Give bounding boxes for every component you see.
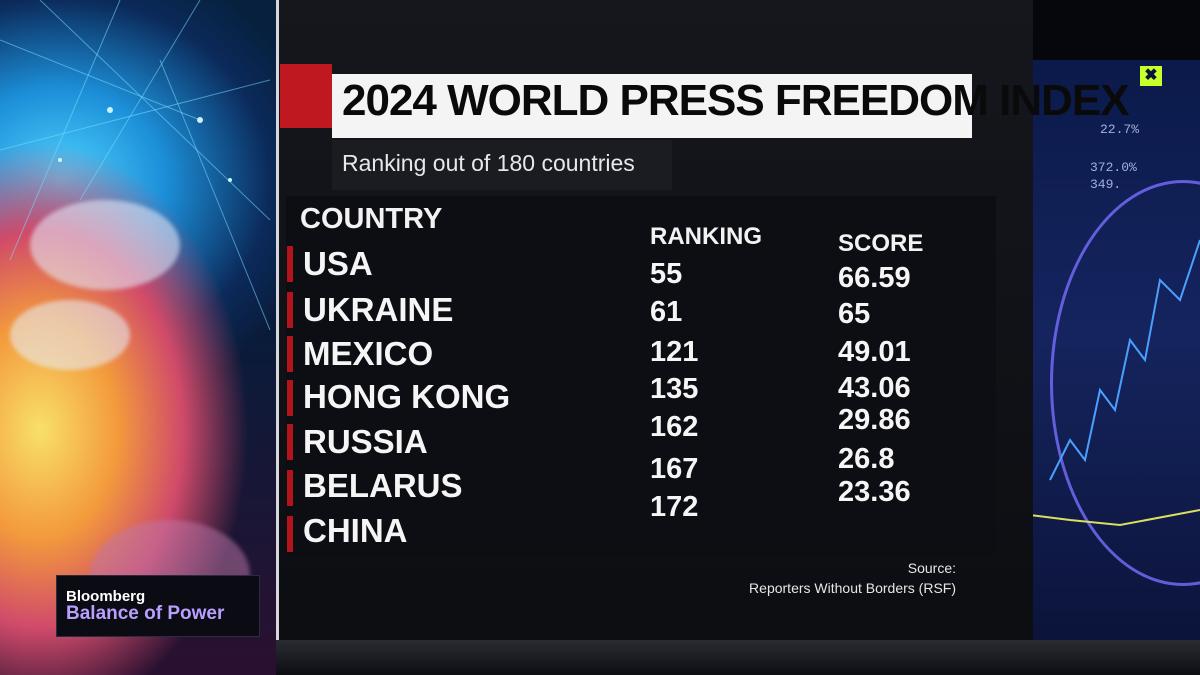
country-cell: USA (303, 245, 373, 282)
country-cell: MEXICO (303, 335, 434, 372)
ranking-cell: 55 (650, 258, 683, 290)
ranking-cell: 167 (650, 453, 699, 485)
score-cell: 65 (838, 298, 871, 330)
row-marker (287, 336, 293, 372)
score-cell: 26.8 (838, 443, 895, 475)
globe-backdrop (0, 0, 280, 675)
score-cell: 43.06 (838, 372, 911, 404)
row-marker (287, 246, 293, 282)
row-marker (287, 516, 293, 552)
ranking-table (286, 196, 996, 556)
subtitle-background (332, 140, 672, 190)
subtitle: Ranking out of 180 countries (342, 150, 635, 176)
data-viz-backdrop: 22.7% 372.0% 349. (1030, 60, 1200, 675)
title-background (332, 74, 972, 138)
score-cell: 29.86 (838, 404, 911, 436)
ranking-cell: 121 (650, 336, 699, 368)
country-cell: HONG KONG (303, 378, 511, 415)
score-cell: 66.59 (838, 262, 911, 294)
network-lines (0, 0, 271, 331)
page-title: 2024 WORLD PRESS FREEDOM INDEX (342, 76, 1130, 125)
title-accent (280, 64, 332, 128)
score-cell: 49.01 (838, 336, 911, 368)
ranking-cell: 135 (650, 373, 699, 405)
column-header-ranking: RANKING (650, 223, 762, 250)
source-name: Reporters Without Borders (RSF) (749, 580, 956, 596)
country-cell: BELARUS (303, 467, 463, 504)
viz-number: 372.0% (1090, 160, 1137, 175)
country-cell: UKRAINE (303, 291, 454, 328)
title-banner: 2024 WORLD PRESS FREEDOM INDEX (280, 64, 1130, 172)
row-marker (287, 292, 293, 328)
viz-number: 349. (1090, 177, 1122, 192)
score-cell: 23.36 (838, 476, 911, 508)
source-label: Source: (907, 560, 956, 576)
ranking-cell: 172 (650, 491, 699, 523)
close-icon: ✖ (1140, 66, 1162, 86)
ranking-cell: 162 (650, 411, 699, 443)
column-header-score: SCORE (838, 230, 924, 257)
row-marker (287, 470, 293, 506)
network-logo: Bloomberg (66, 588, 146, 605)
ranking-cell: 61 (650, 296, 683, 328)
program-lower-third (56, 575, 260, 637)
column-header-country: COUNTRY (300, 203, 443, 235)
country-cell: CHINA (303, 512, 408, 549)
row-marker (287, 380, 293, 416)
viz-number: 22.7% (1100, 122, 1140, 137)
show-name: Balance of Power (66, 603, 225, 624)
country-cell: RUSSIA (303, 423, 428, 460)
studio-floor (276, 640, 1200, 675)
viz-chart-lines (1030, 239, 1200, 527)
row-marker (287, 424, 293, 460)
